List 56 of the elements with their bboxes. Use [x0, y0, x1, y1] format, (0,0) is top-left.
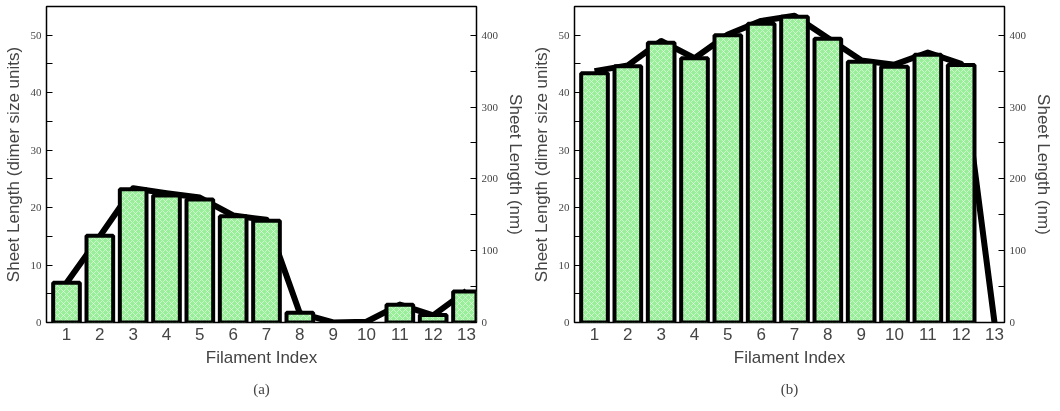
x-tick-label: 6 [228, 324, 238, 344]
y-tick-label: 10 [558, 258, 570, 271]
y-tick-label: 0 [36, 316, 42, 328]
y2-tick-label: 100 [481, 244, 499, 257]
x-tick-label: 8 [823, 324, 833, 344]
y-tick-label: 0 [564, 316, 570, 328]
y-axis-title: Sheet Length (dimer size units) [3, 46, 23, 283]
y2-tick-label: 300 [1009, 100, 1027, 113]
y2-axis-title: Sheet Length (nm) [506, 94, 525, 235]
x-tick-label: 13 [985, 324, 1004, 344]
y-tick-label: 50 [558, 28, 570, 41]
y-tick-label: 20 [30, 201, 42, 214]
x-tick-label: 12 [951, 324, 971, 344]
y-tick-label: 50 [30, 28, 42, 41]
x-tick-label: 10 [885, 324, 904, 344]
y2-tick-label: 0 [1009, 316, 1016, 328]
y-tick-label: 40 [30, 86, 42, 99]
y-tick-label: 30 [558, 143, 570, 156]
x-tick-label: 9 [328, 324, 338, 344]
y2-tick-label: 400 [481, 28, 499, 41]
x-tick-label: 7 [789, 324, 800, 344]
y2-tick-label: 400 [1009, 28, 1027, 41]
x-tick-label: 4 [161, 324, 172, 344]
y2-tick-label: 100 [1009, 244, 1027, 257]
y-tick-label: 10 [30, 258, 42, 271]
y-axis-title: Sheet Length (dimer size units) [531, 46, 551, 283]
y-tick-label: 30 [30, 143, 42, 156]
x-tick-label: 13 [457, 324, 476, 344]
x-axis-title: Filament Index [733, 347, 846, 367]
y2-tick-label: 0 [481, 316, 488, 328]
x-axis-title: Filament Index [205, 347, 318, 367]
y2-tick-label: 200 [481, 172, 499, 185]
x-tick-label: 5 [723, 324, 733, 344]
text: (a) [253, 380, 270, 398]
x-tick-label: 2 [623, 324, 633, 344]
x-tick-label: 4 [689, 324, 700, 344]
y-tick-label: 20 [558, 201, 570, 214]
x-tick-label: 3 [656, 324, 666, 344]
x-tick-label: 12 [423, 324, 443, 344]
x-tick-label: 9 [856, 324, 866, 344]
x-tick-label: 11 [391, 324, 409, 344]
x-tick-label: 3 [128, 324, 138, 344]
y2-axis-title: Sheet Length (nm) [1034, 94, 1053, 235]
text: (b) [780, 380, 799, 398]
x-tick-label: 2 [95, 324, 105, 344]
x-tick-label: 1 [589, 324, 600, 344]
y2-tick-label: 300 [481, 100, 499, 113]
x-tick-label: 5 [195, 324, 205, 344]
x-tick-label: 7 [261, 324, 272, 344]
x-tick-label: 10 [357, 324, 376, 344]
x-tick-label: 6 [756, 324, 766, 344]
x-tick-label: 1 [61, 324, 72, 344]
x-tick-label: 8 [295, 324, 305, 344]
y-tick-label: 40 [558, 86, 570, 99]
y2-tick-label: 200 [1009, 172, 1027, 185]
x-tick-label: 11 [919, 324, 937, 344]
